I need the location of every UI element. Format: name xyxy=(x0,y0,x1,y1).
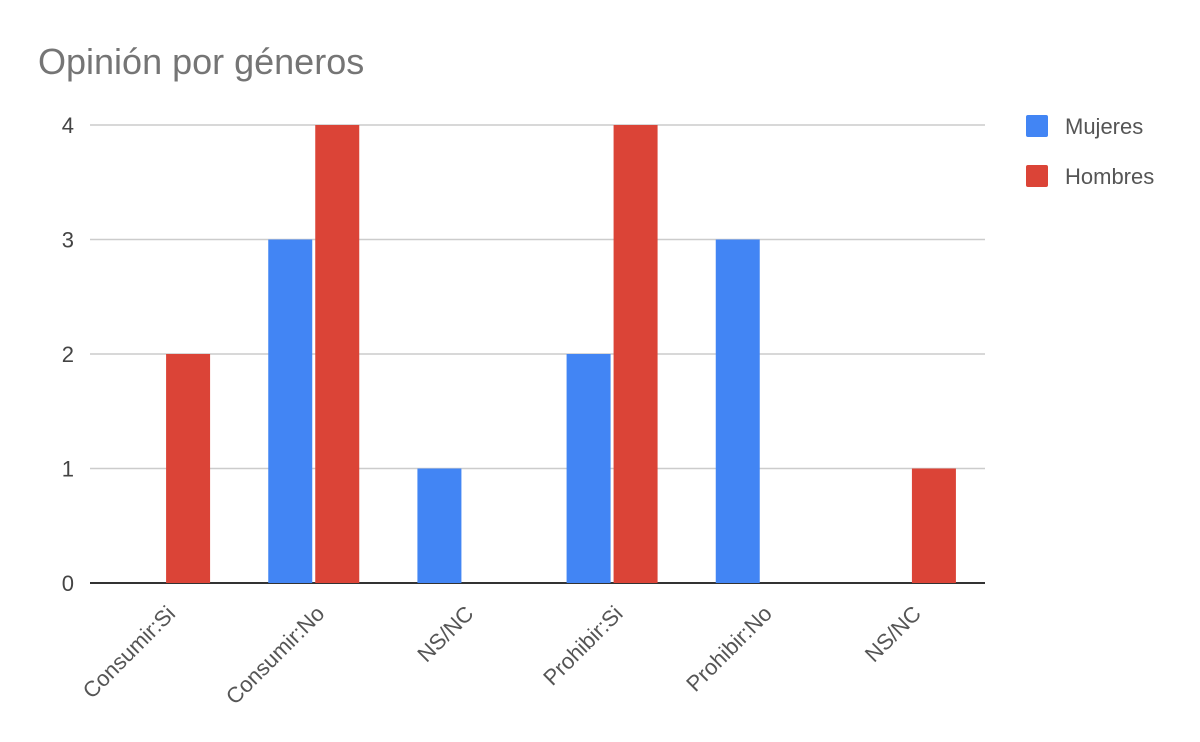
bar-mujeres-4 xyxy=(715,239,760,583)
y-tick-label: 4 xyxy=(62,113,74,138)
x-tick-label: NS/NC xyxy=(412,601,478,667)
bar-hombres-0 xyxy=(166,354,211,583)
legend-swatch-mujeres xyxy=(1026,115,1048,137)
y-tick-label: 3 xyxy=(62,228,74,253)
bar-mujeres-3 xyxy=(566,354,611,583)
x-tick-label: Prohibir:No xyxy=(681,601,776,696)
x-tick-label: Prohibir:Si xyxy=(538,601,627,690)
y-axis-ticks: 0 1 2 3 4 xyxy=(62,113,74,596)
chart-title: Opinión por géneros xyxy=(38,41,364,82)
legend-swatch-hombres xyxy=(1026,165,1048,187)
legend: Mujeres Hombres xyxy=(1026,114,1154,189)
bars xyxy=(166,125,956,583)
x-tick-label: Consumir:No xyxy=(221,601,329,709)
gridlines xyxy=(90,124,985,584)
y-tick-label: 2 xyxy=(62,342,74,367)
y-tick-label: 1 xyxy=(62,457,74,482)
bar-mujeres-2 xyxy=(417,468,462,583)
legend-label: Mujeres xyxy=(1065,114,1143,139)
legend-label: Hombres xyxy=(1065,164,1154,189)
bar-hombres-3 xyxy=(613,125,658,583)
x-tick-label: Consumir:Si xyxy=(78,601,180,703)
bar-hombres-5 xyxy=(911,468,956,583)
x-tick-label: NS/NC xyxy=(860,601,926,667)
x-axis-ticks: Consumir:Si Consumir:No NS/NC Prohibir:Si Pr… xyxy=(78,601,926,710)
y-tick-label: 0 xyxy=(62,571,74,596)
bar-mujeres-1 xyxy=(268,239,313,583)
bar-hombres-1 xyxy=(315,125,360,583)
